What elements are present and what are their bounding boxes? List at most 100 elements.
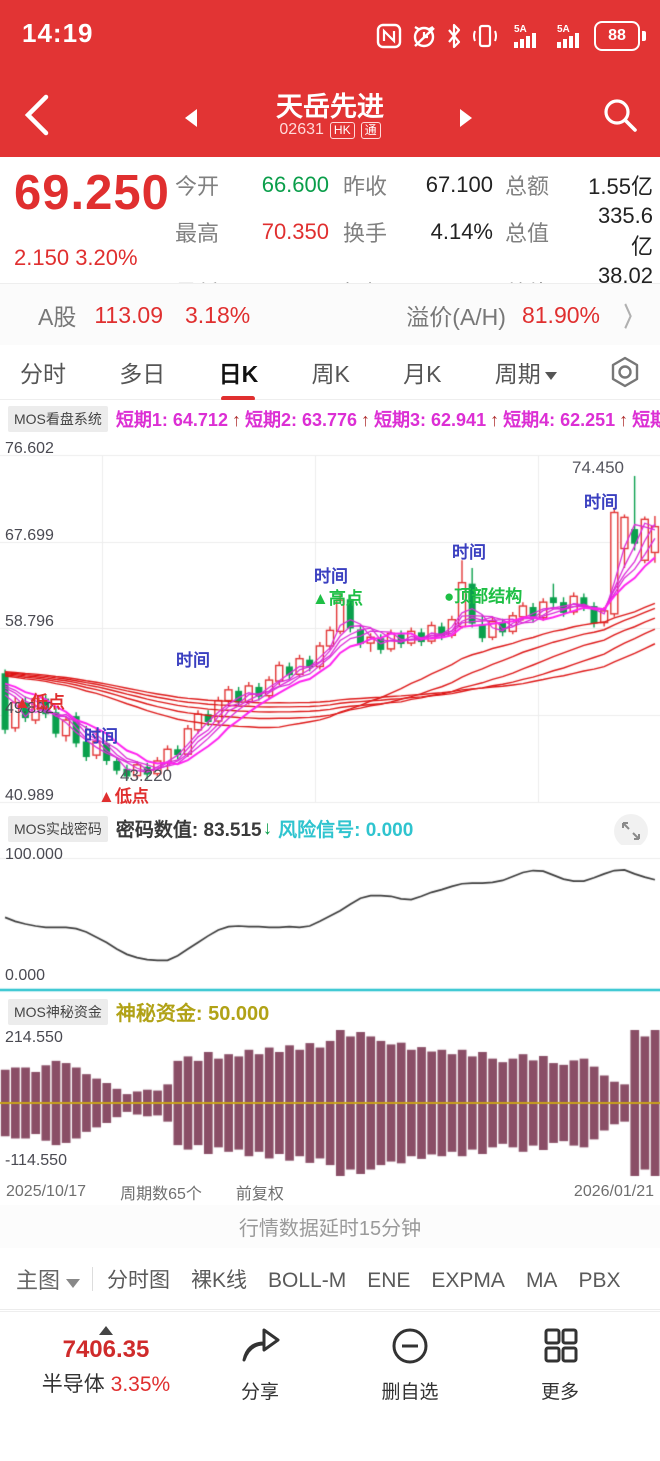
stock-title: 天岳先进 — [276, 92, 384, 122]
period-dropdown[interactable]: 周期 — [493, 349, 559, 395]
more-label: 更多 — [540, 1382, 579, 1403]
chart-annotation: 时间 — [584, 493, 618, 512]
ashare-label: A股 — [38, 304, 77, 330]
tab-multiday[interactable]: 多日 — [119, 361, 166, 387]
indicator-badge-2[interactable]: MOS实战密码 — [8, 815, 108, 842]
password-line-chart[interactable] — [0, 845, 660, 995]
share-icon — [242, 1328, 280, 1362]
stats-grid: 今开 66.600 昨收 67.100 总额 1.55亿 最高 70.350 换手 4.14% 总值… — [175, 169, 653, 319]
stat-label: 今开 — [175, 174, 220, 199]
up-arrow-icon: ↑ — [231, 410, 241, 430]
bluetooth-icon — [448, 23, 461, 49]
status-bar: 14:19 5A 5A 88 — [0, 0, 660, 73]
caret-down-icon — [544, 371, 557, 380]
ashare-premium-row[interactable]: A股 113.09 3.18% 溢价(A/H) 81.90% 〉 — [0, 283, 660, 347]
chart-type-tab[interactable]: PBX — [578, 1268, 621, 1292]
chart-type-tab-bar: 主图 分时图 裸K线 BOLL-M ENE EXPMA MA PBX — [0, 1248, 660, 1310]
stat-value: 1.55亿 — [588, 174, 653, 199]
chart-annotation: 时间 — [314, 567, 348, 586]
nfc-icon — [376, 23, 402, 49]
chart-annotation: ▲低点 — [14, 693, 65, 712]
tab-weekly-k[interactable]: 周K — [311, 361, 350, 387]
main-chart-dropdown[interactable]: 主图 — [16, 1263, 81, 1295]
stat-value: 66.600 — [261, 172, 329, 197]
risk-signal: 风险信号: 0.000 — [278, 820, 414, 841]
short-ma-value: 短期4: 62.251 — [503, 410, 616, 430]
price-change: 2.150 3.20% — [14, 245, 138, 271]
chevron-right-icon[interactable]: 〉 — [623, 301, 643, 332]
chart-annotation: 时间 — [176, 651, 210, 670]
index-value: 7406.35 — [62, 1336, 150, 1363]
indicator-badge[interactable]: MOS看盘系统 — [8, 406, 108, 432]
chart-settings-icon[interactable] — [608, 355, 642, 389]
tab-monthly-k[interactable]: 月K — [403, 361, 442, 387]
adjust-mode[interactable]: 前复权 — [235, 1185, 284, 1203]
chart-type-tab[interactable]: EXPMA — [431, 1268, 505, 1292]
remove-label: 删自选 — [381, 1382, 439, 1403]
minus-circle-icon — [392, 1328, 428, 1364]
chart-annotation: 时间 — [452, 543, 486, 562]
up-arrow-icon: ↑ — [490, 410, 500, 430]
end-date: 2026/01/21 — [573, 1182, 654, 1200]
date-axis-row: 2025/10/17 周期数65个 前复权 2026/01/21 — [0, 1178, 660, 1205]
chart-type-tab[interactable]: 分时图 — [107, 1268, 171, 1292]
chart-type-tab[interactable]: BOLL-M — [268, 1268, 347, 1292]
chart-type-tab[interactable]: 裸K线 — [191, 1268, 248, 1292]
y-axis-label: -114.550 — [5, 1152, 67, 1169]
stat-value: 4.14% — [430, 219, 493, 244]
back-button[interactable] — [18, 91, 58, 139]
prev-stock-arrow[interactable] — [185, 109, 197, 127]
tab-minute[interactable]: 分时 — [20, 361, 66, 387]
y-axis-label: 0.000 — [5, 967, 46, 984]
expand-icon[interactable] — [614, 814, 648, 845]
remove-watchlist-button[interactable]: 删自选 — [350, 1326, 470, 1404]
down-arrow-icon: ↓ — [262, 817, 273, 839]
status-icons: 5A 5A 88 — [376, 20, 646, 52]
stat-label: 总值 — [505, 221, 550, 246]
stock-code: 02631 — [279, 121, 324, 138]
clock: 14:19 — [22, 18, 94, 48]
password-value: 密码数值: 83.515 — [115, 820, 262, 841]
chart-annotation: ▲高点 — [312, 589, 363, 608]
search-icon[interactable] — [600, 95, 640, 135]
change-percent: 3.20% — [75, 245, 138, 270]
indicator-badge-3[interactable]: MOS神秘资金 — [8, 998, 108, 1025]
svg-text:5A: 5A — [514, 24, 527, 35]
battery-icon: 88 — [594, 21, 646, 51]
candlestick-chart[interactable] — [0, 438, 660, 812]
more-button[interactable]: 更多 — [500, 1326, 620, 1404]
next-stock-arrow[interactable] — [460, 109, 472, 127]
stat-row: 今开 66.600 昨收 67.100 总额 1.55亿 — [175, 169, 653, 201]
share-button[interactable]: 分享 — [200, 1326, 320, 1404]
y-axis-label: 58.796 — [5, 613, 54, 631]
index-quote-button[interactable]: 7406.35 半导体 3.35% — [16, 1326, 196, 1398]
chart-type-tab[interactable]: MA — [525, 1268, 558, 1292]
bottom-action-bar: 7406.35 半导体 3.35% 分享 删自选 更多 ❉ 雪球: 宗小波 — [0, 1311, 660, 1461]
period-count: 周期数65个 — [120, 1185, 202, 1203]
y-axis-label: 49.892 — [5, 700, 54, 718]
share-label: 分享 — [240, 1382, 279, 1403]
fund-area-chart[interactable] — [0, 1028, 660, 1178]
mystery-fund-value: 神秘资金: 50.000 — [115, 1003, 270, 1025]
index-name: 半导体 — [41, 1373, 105, 1396]
stat-value: 67.100 — [425, 172, 493, 197]
chart-annotation: ▲低点 — [98, 787, 149, 806]
short-ma-value: 短期3: 62.941 — [374, 410, 487, 430]
caret-down-icon — [66, 1278, 81, 1288]
premium-value: 81.90% — [521, 301, 600, 328]
stat-label: 总额 — [505, 174, 550, 199]
stat-value: 70.350 — [261, 219, 329, 244]
stat-label: 昨收 — [343, 174, 388, 199]
stock-subtitle: 02631 HK 通 — [0, 121, 660, 139]
y-axis-label: 100.000 — [5, 846, 63, 863]
stat-value: 335.6亿 — [597, 203, 653, 259]
delay-notice: 行情数据延时15分钟 — [0, 1205, 660, 1248]
connect-badge: 通 — [360, 121, 381, 139]
svg-text:5A: 5A — [557, 24, 570, 35]
chart-annotation: 74.450 — [572, 458, 624, 477]
market-badge-hk: HK — [329, 121, 355, 139]
tab-daily-k[interactable]: 日K — [217, 349, 261, 401]
y-axis-label: 76.602 — [5, 440, 54, 457]
quote-panel: 69.250 2.150 3.20% 今开 66.600 昨收 67.100 总额 1.5… — [0, 157, 660, 319]
chart-type-tab[interactable]: ENE — [367, 1268, 411, 1292]
